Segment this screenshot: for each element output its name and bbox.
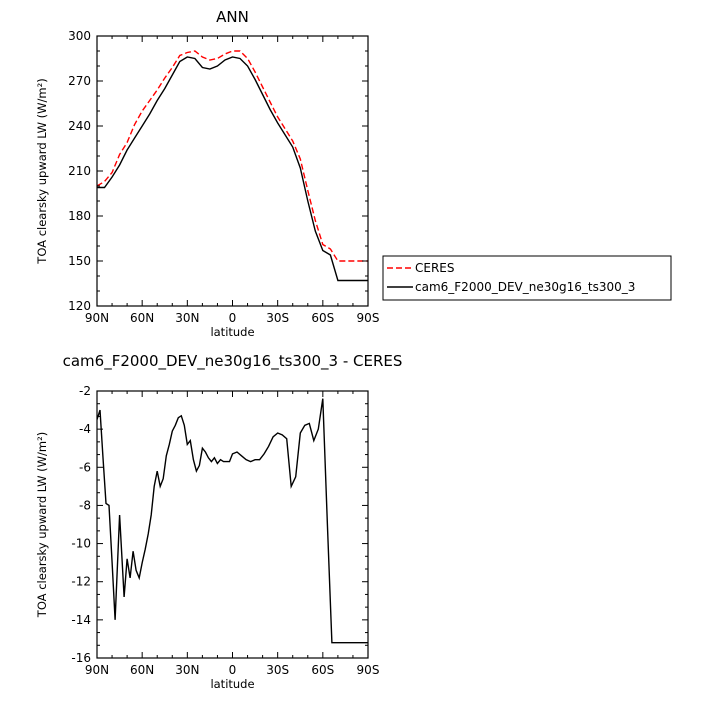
y-axis-label: TOA clearsky upward LW (W/m²): [35, 432, 49, 618]
y-tick-label: 240: [68, 119, 91, 133]
x-tick-label: 90N: [85, 663, 109, 677]
x-axis-label: latitude: [210, 677, 254, 691]
y-tick-label: -10: [71, 537, 91, 551]
x-tick-label: 0: [229, 663, 237, 677]
chart-title: cam6_F2000_DEV_ne30g16_ts300_3 - CERES: [63, 352, 403, 371]
y-tick-label: -12: [71, 575, 91, 589]
x-tick-label: 30S: [266, 311, 289, 325]
x-tick-label: 30N: [175, 663, 199, 677]
y-tick-label: -8: [79, 498, 91, 512]
y-tick-label: -2: [79, 384, 91, 398]
y-tick-label: 150: [68, 254, 91, 268]
x-tick-label: 60S: [311, 663, 334, 677]
x-tick-label: 90S: [357, 663, 380, 677]
series-line-2: [97, 56, 368, 282]
x-tick-label: 60N: [130, 311, 154, 325]
y-tick-label: -14: [71, 613, 91, 627]
x-tick-label: 30S: [266, 663, 289, 677]
legend-box: [382, 255, 672, 301]
x-tick-label: 30N: [175, 311, 199, 325]
x-tick-label: 90N: [85, 311, 109, 325]
series-line-1: [97, 50, 368, 262]
y-tick-label: 210: [68, 164, 91, 178]
x-tick-label: 60S: [311, 311, 334, 325]
y-tick-label: -6: [79, 460, 91, 474]
y-tick-label: 270: [68, 74, 91, 88]
x-axis-label: latitude: [210, 325, 254, 339]
y-tick-label: 300: [68, 29, 91, 43]
chart-2: cam6_F2000_DEV_ne30g16_ts300_3 - CERES 90…: [35, 352, 402, 691]
x-tick-label: 60N: [130, 663, 154, 677]
y-tick-label: -4: [79, 422, 91, 436]
y-tick-label: 120: [68, 299, 91, 313]
x-tick-label: 0: [229, 311, 237, 325]
legend-label-1: CERES: [415, 261, 455, 275]
plot-frame: [96, 35, 369, 307]
y-tick-label: 180: [68, 209, 91, 223]
y-axis-label: TOA clearsky upward LW (W/m²): [35, 78, 49, 264]
x-tick-label: 90S: [357, 311, 380, 325]
chart-title: ANN: [216, 8, 249, 26]
y-tick-label: -16: [71, 651, 91, 665]
legend-label-2: cam6_F2000_DEV_ne30g16_ts300_3: [415, 280, 635, 294]
chart-1: ANN 90N 60N 30N 0 30S 60S 90S 120 150 180 210 240 270…: [35, 8, 672, 339]
series-line-1: [97, 398, 368, 644]
